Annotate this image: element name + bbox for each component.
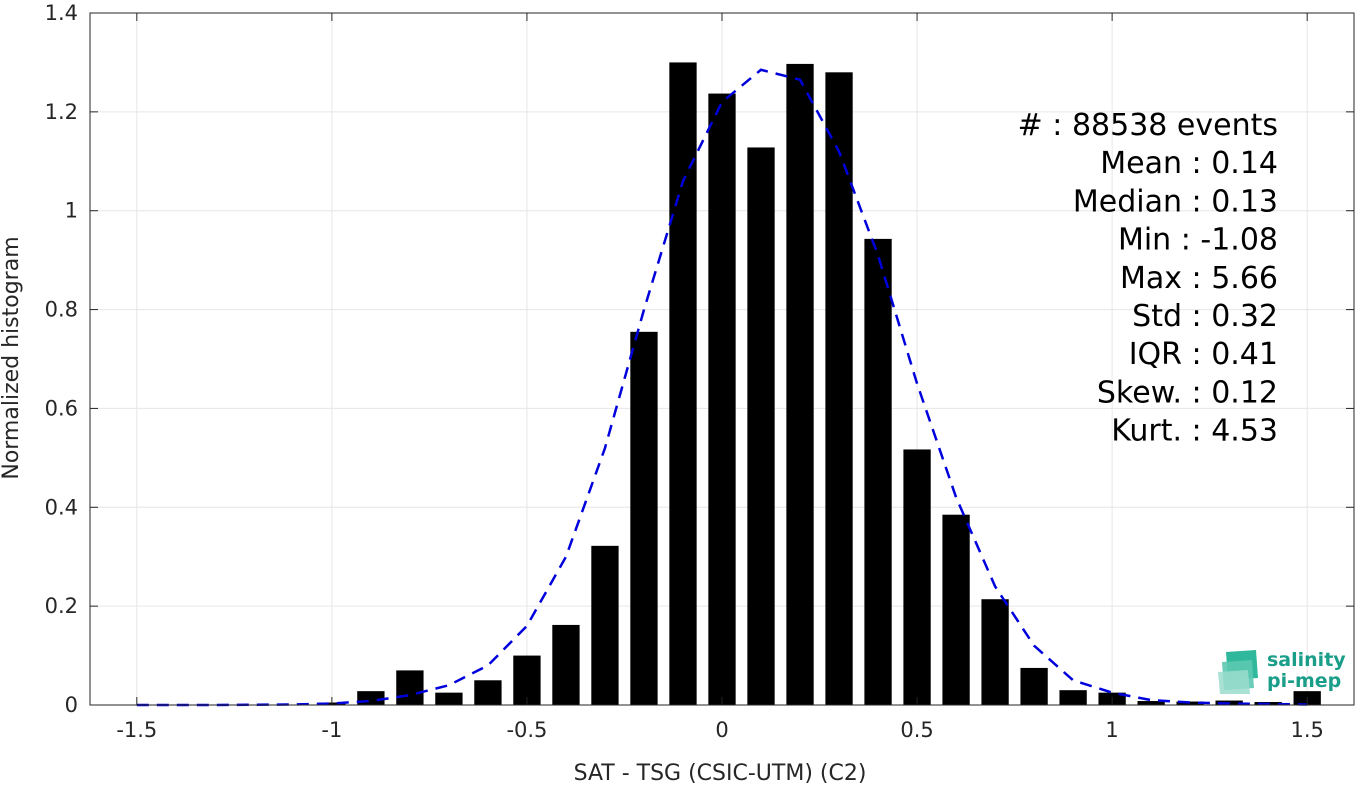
logo: salinity pi-mep: [1218, 649, 1346, 694]
histogram-bar: [552, 624, 580, 705]
y-tick-label: 0.8: [45, 298, 78, 322]
stat-line: Std : 0.32: [1132, 299, 1278, 334]
y-axis-ticks: 0 0.2 0.4 0.6 0.8 1 1.2 1.4: [45, 1, 1354, 717]
y-tick-label: 1: [65, 199, 78, 223]
histogram-bar: [981, 599, 1009, 705]
y-tick-label: 0: [65, 693, 78, 717]
y-tick-label: 1.4: [45, 1, 78, 25]
stat-line: Skew. : 0.12: [1097, 375, 1278, 410]
histogram-bar: [630, 331, 658, 705]
y-tick-label: 0.4: [45, 495, 78, 519]
x-tick-label: -0.5: [506, 718, 547, 742]
histogram-bar: [357, 691, 385, 705]
histogram-bar: [825, 72, 853, 706]
logo-text-pimep: pi-mep: [1267, 670, 1341, 692]
stat-line: IQR : 0.41: [1129, 337, 1278, 372]
stat-line: Kurt. : 4.53: [1111, 414, 1278, 449]
y-axis-label: Normalized histogram: [0, 236, 24, 479]
histogram-bar: [1059, 690, 1087, 705]
x-tick-label: -1: [321, 718, 342, 742]
stat-line: # : 88538 events: [1018, 108, 1278, 143]
x-tick-label: 0.5: [900, 718, 933, 742]
histogram-bar: [396, 670, 424, 705]
logo-text-salinity: salinity: [1267, 649, 1346, 671]
fit-curve: [136, 68, 1308, 707]
x-tick-label: -1.5: [116, 718, 157, 742]
x-axis-label: SAT - TSG (CSIC-UTM) (C2): [574, 761, 867, 785]
histogram-bars: [318, 62, 1321, 706]
y-tick-label: 0.2: [45, 594, 78, 618]
stat-line: Min : -1.08: [1118, 223, 1278, 258]
stat-line: Max : 5.66: [1120, 261, 1278, 296]
x-tick-label: 1: [1105, 718, 1118, 742]
histogram-bar: [747, 147, 775, 706]
histogram-bar: [435, 692, 463, 705]
histogram-bar: [942, 514, 970, 705]
histogram-bar: [1137, 701, 1165, 705]
x-tick-label: 1.5: [1290, 718, 1323, 742]
histogram-bar: [1020, 667, 1048, 705]
y-tick-label: 1.2: [45, 100, 78, 124]
histogram-bar: [864, 238, 892, 706]
stat-line: Median : 0.13: [1073, 184, 1278, 219]
histogram-bar: [591, 545, 619, 705]
histogram-bar: [786, 63, 814, 705]
histogram-bar: [474, 680, 502, 705]
histogram-bar: [708, 93, 736, 705]
logo-mark: [1218, 650, 1258, 694]
histogram-bar: [669, 62, 697, 705]
stat-line: Mean : 0.14: [1100, 146, 1278, 181]
histogram-bar: [513, 655, 541, 705]
x-tick-label: 0: [715, 718, 728, 742]
histogram-bar: [903, 449, 931, 705]
y-tick-label: 0.6: [45, 396, 78, 420]
histogram-bar: [1176, 701, 1204, 705]
x-axis-ticks: -1.5 -1 -0.5 0 0.5 1 1.5: [116, 13, 1324, 742]
